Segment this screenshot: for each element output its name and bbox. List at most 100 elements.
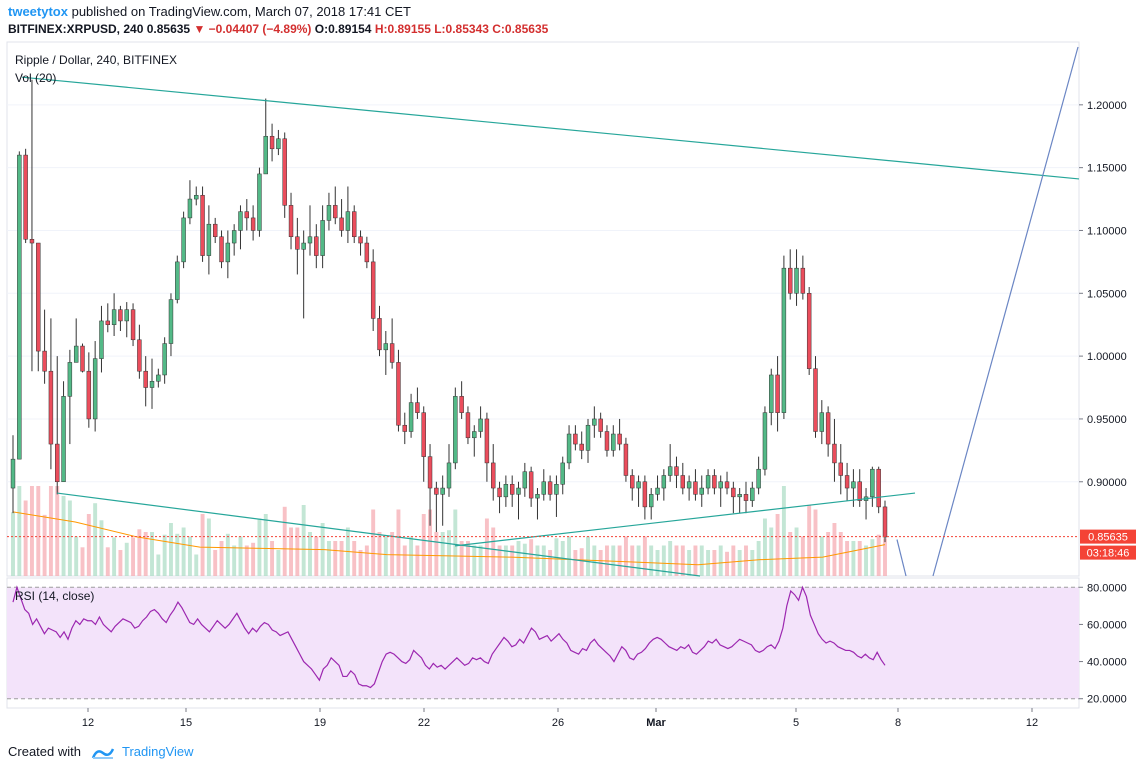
candle xyxy=(352,205,357,244)
candle xyxy=(358,230,363,256)
volume-bar xyxy=(383,536,388,576)
volume-bar xyxy=(800,536,805,576)
candle-body xyxy=(617,433,622,445)
volume-bar xyxy=(617,545,622,576)
volume-bar xyxy=(181,527,186,576)
candle xyxy=(838,444,843,495)
volume-bar xyxy=(807,505,812,576)
candle xyxy=(23,148,28,244)
candle xyxy=(396,349,401,432)
volume-bar xyxy=(371,509,376,576)
volume-bar xyxy=(282,506,287,576)
candle xyxy=(788,249,793,300)
candle-body xyxy=(358,236,363,244)
time-tick-label: 19 xyxy=(314,717,326,729)
volume-bar xyxy=(535,545,540,576)
candle xyxy=(541,469,546,501)
price-pane[interactable] xyxy=(6,41,1080,577)
candle-body xyxy=(421,412,426,457)
candle-body xyxy=(61,396,66,483)
candle xyxy=(617,418,622,451)
upper-trendline[interactable] xyxy=(21,76,1080,180)
price-chart[interactable]: Ripple / Dollar, 240, BITFINEX Vol (20) … xyxy=(0,40,1141,740)
candle xyxy=(554,475,559,517)
candle-body xyxy=(819,412,825,432)
rsi-axis[interactable]: 80.0000 60.0000 40.0000 20.0000 xyxy=(1079,582,1127,706)
volume-bar xyxy=(769,527,774,576)
candle-body xyxy=(175,261,180,300)
candle-body xyxy=(800,267,806,294)
candle-body xyxy=(611,433,616,451)
candle-body xyxy=(29,239,35,244)
volume-ma-line xyxy=(12,511,886,566)
volume-bar xyxy=(232,545,237,576)
candle xyxy=(263,98,268,175)
candle-body xyxy=(788,267,793,294)
candle xyxy=(693,469,698,501)
candle-body xyxy=(187,198,193,219)
price-axis[interactable]: 1.20000 1.15000 1.10000 1.05000 1.00000 0.950… xyxy=(1079,100,1127,489)
volume-bar xyxy=(762,518,767,576)
tradingview-brand[interactable]: TradingView xyxy=(122,744,194,759)
candle-body xyxy=(560,462,565,485)
volume-bar xyxy=(864,545,869,576)
rsi-tick-label: 40.0000 xyxy=(1087,657,1127,669)
candle xyxy=(737,488,742,514)
candle-body xyxy=(238,211,243,231)
volume-bar xyxy=(187,536,192,576)
candle-body xyxy=(522,471,528,489)
candle xyxy=(453,387,458,470)
candle-body xyxy=(851,481,856,489)
time-axis[interactable]: 12 15 19 22 26 Mar 5 8 12 xyxy=(82,708,1038,729)
candle-body xyxy=(857,481,862,501)
volume-bar xyxy=(845,541,850,576)
author-name[interactable]: tweetytox xyxy=(8,4,68,19)
projection-line-up[interactable] xyxy=(932,46,1079,577)
candle-body xyxy=(541,481,546,495)
candle xyxy=(630,469,635,501)
volume-bar xyxy=(308,532,312,576)
volume-bar xyxy=(42,514,47,576)
volume-bar xyxy=(756,541,761,576)
candle-body xyxy=(516,487,521,495)
candle xyxy=(566,425,572,470)
candle-body xyxy=(36,242,41,352)
volume-bar xyxy=(503,545,508,576)
candle-body xyxy=(137,339,142,372)
candle-body xyxy=(352,211,357,238)
candle-body xyxy=(377,318,382,351)
volume-bar xyxy=(29,486,34,576)
volume-bar xyxy=(118,550,123,576)
candle-body xyxy=(769,374,774,413)
volume-bar xyxy=(819,536,824,576)
projection-line-down[interactable] xyxy=(896,539,907,577)
volume-bar xyxy=(567,536,572,576)
volume-bar xyxy=(788,532,793,576)
candle-body xyxy=(712,475,717,489)
candle-body xyxy=(844,475,850,489)
lower-trendline[interactable] xyxy=(56,492,701,577)
volume-bar xyxy=(851,541,856,576)
rsi-tick-label: 80.0000 xyxy=(1087,582,1127,594)
countdown-label: 03:18:46 xyxy=(1087,548,1130,560)
candle-body xyxy=(434,487,439,495)
volume-bar xyxy=(244,545,249,576)
price-tick-label: 0.95000 xyxy=(1087,414,1127,426)
volume-bar xyxy=(238,536,243,576)
candle xyxy=(130,303,136,347)
volume-bar xyxy=(453,509,458,576)
candle-body xyxy=(200,195,205,256)
candle-body xyxy=(427,456,433,489)
candle xyxy=(415,387,420,419)
last-price: 0.85635 xyxy=(146,22,191,36)
volume-bar xyxy=(699,545,704,576)
tradingview-logo-icon[interactable] xyxy=(91,746,115,760)
candle xyxy=(819,400,825,445)
volume-bar xyxy=(548,550,553,576)
candle xyxy=(648,488,654,520)
candle xyxy=(80,343,85,373)
volume-bar xyxy=(415,545,420,576)
candle-body xyxy=(301,242,306,250)
volume-bar xyxy=(541,545,546,576)
candle-body xyxy=(573,433,578,445)
